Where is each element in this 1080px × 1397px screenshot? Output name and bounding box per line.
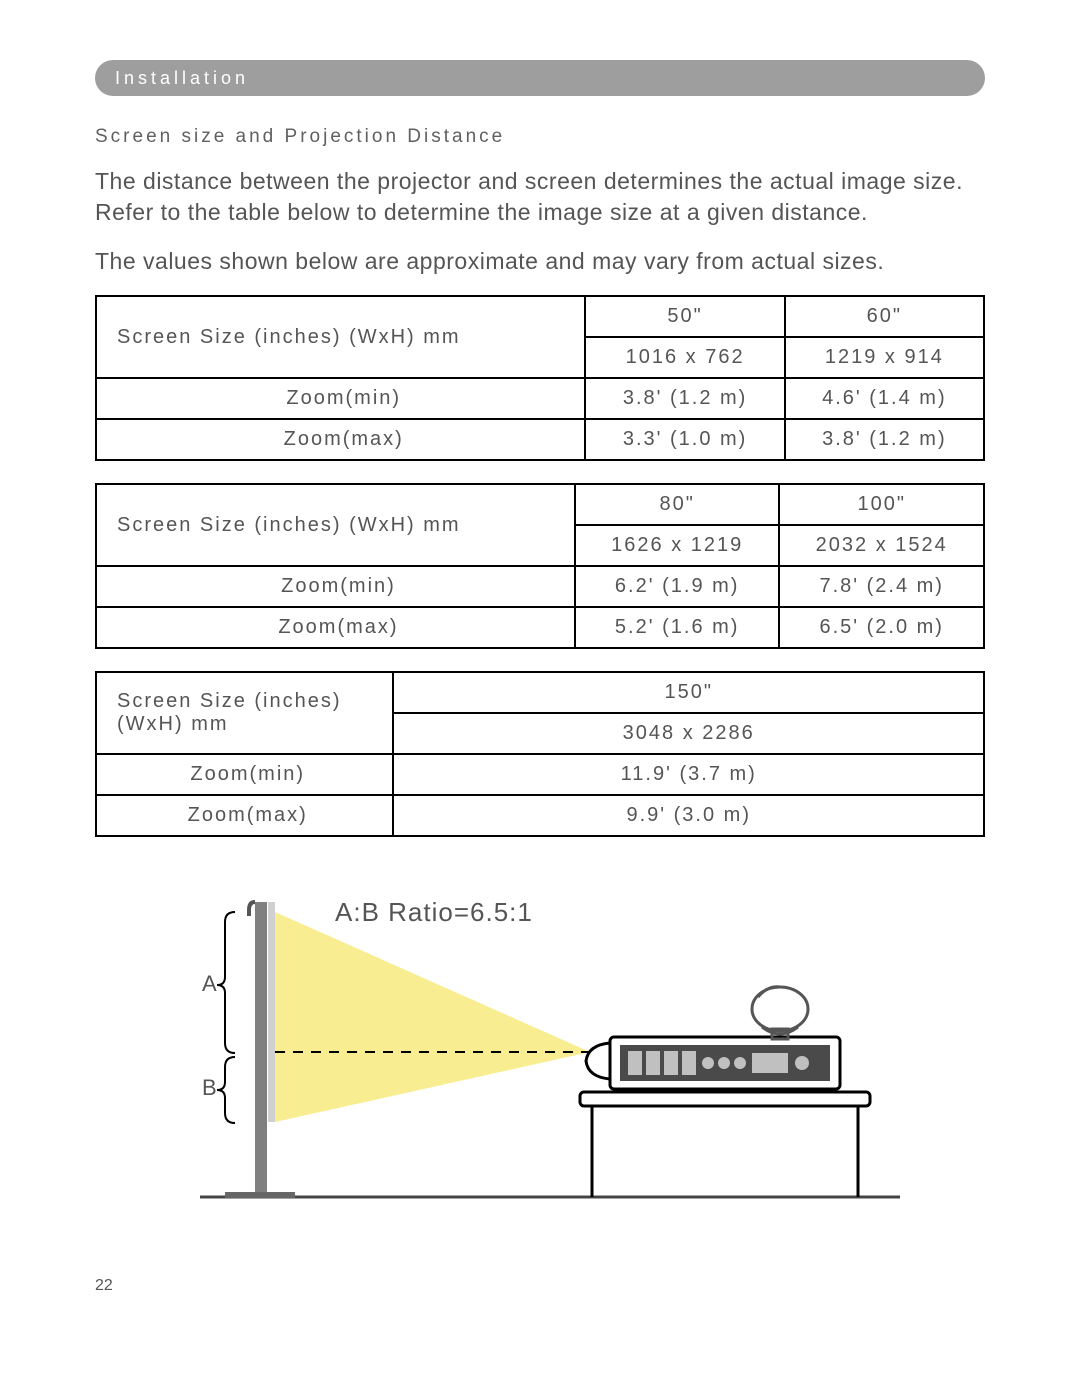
zoom-max-150: 9.9' (3.0 m) xyxy=(393,795,984,836)
diagram-svg: A B A:B Ratio=6.5:1 xyxy=(160,877,920,1237)
label-a: A xyxy=(202,971,217,996)
cell-dim-80: 1626 x 1219 xyxy=(575,525,780,566)
zoom-max-100: 6.5' (2.0 m) xyxy=(779,607,984,648)
zoom-min-label: Zoom(min) xyxy=(96,754,393,795)
projection-table-1: Screen Size (inches) (WxH) mm 50" 60" 10… xyxy=(95,295,985,461)
cell-dim-150: 3048 x 2286 xyxy=(393,713,984,754)
zoom-min-150: 11.9' (3.7 m) xyxy=(393,754,984,795)
section-header-text: Installation xyxy=(115,68,249,89)
zoom-max-label: Zoom(max) xyxy=(96,419,585,460)
zoom-max-60: 3.8' (1.2 m) xyxy=(785,419,984,460)
cell-size-150: 150" xyxy=(393,672,984,713)
paragraph-1: The distance between the projector and s… xyxy=(95,166,985,228)
page-number: 22 xyxy=(95,1277,985,1295)
zoom-max-50: 3.3' (1.0 m) xyxy=(585,419,784,460)
zoom-min-label: Zoom(min) xyxy=(96,566,575,607)
projection-table-3: Screen Size (inches) (WxH) mm 150" 3048 … xyxy=(95,671,985,837)
projection-diagram: A B A:B Ratio=6.5:1 xyxy=(95,877,985,1237)
zoom-min-80: 6.2' (1.9 m) xyxy=(575,566,780,607)
zoom-min-label: Zoom(min) xyxy=(96,378,585,419)
cell-size-60: 60" xyxy=(785,296,984,337)
zoom-max-label: Zoom(max) xyxy=(96,795,393,836)
cell-dim-100: 2032 x 1524 xyxy=(779,525,984,566)
cell-size-100: 100" xyxy=(779,484,984,525)
zoom-min-100: 7.8' (2.4 m) xyxy=(779,566,984,607)
screen-size-label: Screen Size (inches) (WxH) mm xyxy=(96,296,585,378)
zoom-min-60: 4.6' (1.4 m) xyxy=(785,378,984,419)
subheading: Screen size and Projection Distance xyxy=(95,126,985,148)
paragraph-2: The values shown below are approximate a… xyxy=(95,246,985,277)
zoom-min-50: 3.8' (1.2 m) xyxy=(585,378,784,419)
zoom-max-label: Zoom(max) xyxy=(96,607,575,648)
cell-size-80: 80" xyxy=(575,484,780,525)
label-b: B xyxy=(202,1075,217,1100)
cell-dim-60: 1219 x 914 xyxy=(785,337,984,378)
cell-size-50: 50" xyxy=(585,296,784,337)
screen-size-label: Screen Size (inches) (WxH) mm xyxy=(96,484,575,566)
ratio-text: A:B Ratio=6.5:1 xyxy=(335,897,533,927)
screen-size-label: Screen Size (inches) (WxH) mm xyxy=(96,672,393,754)
section-header: Installation xyxy=(95,60,985,96)
projection-table-2: Screen Size (inches) (WxH) mm 80" 100" 1… xyxy=(95,483,985,649)
zoom-max-80: 5.2' (1.6 m) xyxy=(575,607,780,648)
cell-dim-50: 1016 x 762 xyxy=(585,337,784,378)
